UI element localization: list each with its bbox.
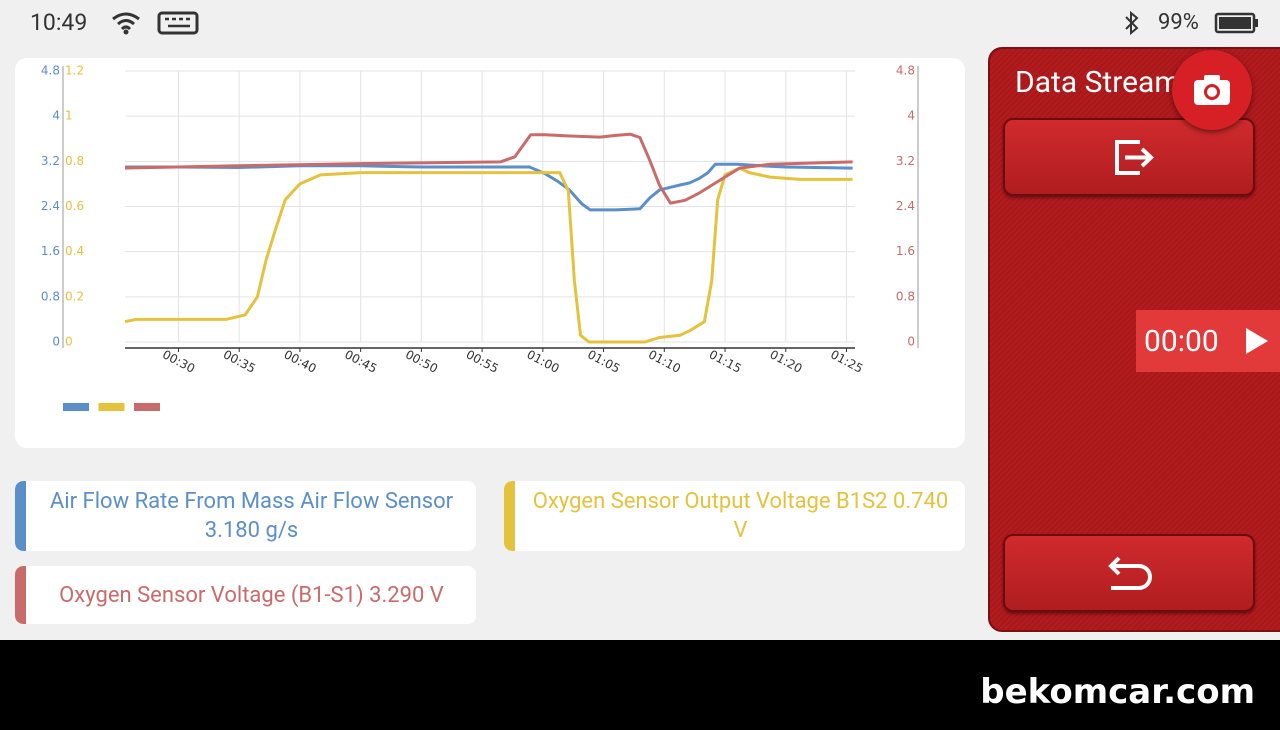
status-bar: 10:49 99% (0, 0, 1280, 46)
chart: 0 0.8 1.6 2.4 3.2 4 4.8 0 0.2 0.4 0.6 0.8 1 1.2 0 0.8 1.… (41, 64, 919, 411)
y2-tick-label: 4.8 (896, 64, 915, 78)
reading-card[interactable]: Air Flow Rate From Mass Air Flow Sensor … (15, 481, 476, 551)
exit-button[interactable] (1003, 118, 1255, 196)
y3-tick-label: 0 (65, 335, 73, 349)
play-icon (1246, 328, 1268, 354)
back-button[interactable] (1003, 534, 1255, 612)
series-line (124, 132, 853, 205)
y-tick-label: 0.8 (41, 289, 60, 303)
y-tick-label: 3.2 (41, 154, 60, 168)
y3-tick-label: 1 (65, 109, 73, 123)
clock: 10:49 (30, 9, 88, 36)
y3-tick-label: 1.2 (65, 64, 84, 78)
battery-level: 99% (1158, 10, 1199, 35)
exit-icon (1115, 140, 1154, 175)
y2-tick-label: 4 (907, 109, 915, 123)
reading-label: Oxygen Sensor Output Voltage B1S2 0.740 … (532, 489, 949, 543)
reading-color (15, 566, 26, 624)
reading-color (15, 481, 26, 551)
status-icons (112, 11, 199, 35)
y2-tick-label: 3.2 (896, 154, 915, 168)
chart-card (15, 58, 965, 448)
y3-tick-label: 0.6 (65, 199, 84, 213)
panel-title: Data Stream (1015, 65, 1181, 100)
y3-tick-label: 0.4 (65, 244, 84, 258)
legend-swatch (134, 403, 160, 411)
timer-text: 00:00 (1144, 324, 1219, 359)
camera-button[interactable] (1172, 50, 1252, 130)
bottom-bar (0, 640, 1280, 730)
y-tick-label: 4.8 (41, 64, 60, 78)
reading-label: Oxygen Sensor Voltage (B1-S1) 3.290 V (59, 582, 444, 608)
y-tick-label: 4 (52, 109, 60, 123)
y-tick-label: 2.4 (41, 199, 60, 213)
reading-label: Air Flow Rate From Mass Air Flow Sensor … (49, 489, 454, 543)
y3-tick-label: 0.8 (65, 154, 84, 168)
legend-swatch (98, 403, 125, 411)
reading-card[interactable]: Oxygen Sensor Output Voltage B1S2 0.740 … (504, 481, 965, 551)
series-line (125, 162, 853, 212)
camera-icon (1194, 75, 1230, 105)
reading-color (504, 481, 515, 551)
battery-icon (1214, 12, 1258, 34)
y2-tick-label: 0.8 (896, 289, 915, 303)
watermark: bekomcar.com (980, 672, 1255, 712)
legend-swatch (63, 403, 89, 411)
back-icon (1108, 556, 1152, 590)
y3-tick-label: 0.2 (65, 289, 84, 303)
y-tick-label: 0 (52, 335, 60, 349)
y2-tick-label: 1.6 (896, 244, 915, 258)
reading-card[interactable]: Oxygen Sensor Voltage (B1-S1) 3.290 V (15, 566, 476, 624)
bluetooth-icon (1125, 10, 1139, 36)
timer-button[interactable]: 00:00 (1136, 310, 1280, 372)
series-line (124, 166, 853, 344)
y-tick-label: 1.6 (41, 244, 60, 258)
y2-tick-label: 0 (907, 335, 915, 349)
y2-tick-label: 2.4 (896, 199, 915, 213)
